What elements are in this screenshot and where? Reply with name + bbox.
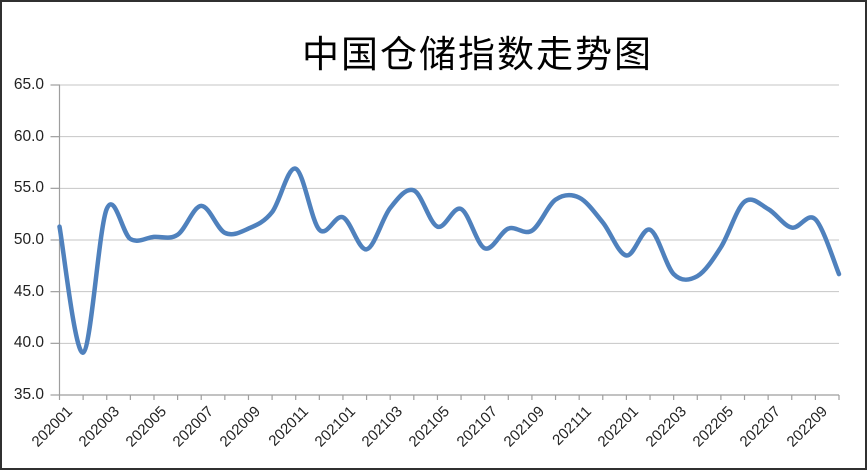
y-axis-label: 65.0: [13, 76, 44, 93]
y-axis-label: 40.0: [13, 334, 44, 352]
y-axis-label: 60.0: [13, 127, 44, 145]
chart-title: 中国仓储指数走势图: [302, 35, 653, 76]
index-line-series: [57, 166, 842, 355]
y-axis-label: 50.0: [13, 231, 44, 248]
y-axis-label: 35.0: [13, 386, 44, 403]
y-axis-label: 45.0: [13, 282, 44, 300]
y-axis-label: 55.0: [13, 179, 44, 197]
